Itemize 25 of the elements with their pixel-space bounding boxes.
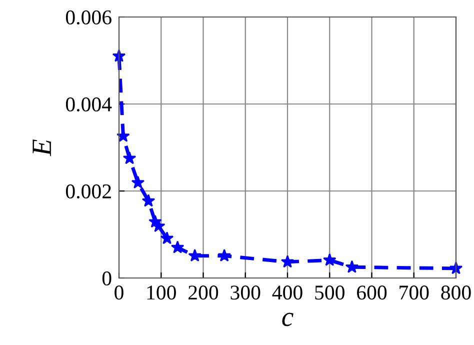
point <box>322 253 336 266</box>
x-tick-label: 800 <box>441 286 471 300</box>
point <box>160 231 174 244</box>
point <box>170 240 184 254</box>
point <box>188 248 202 262</box>
point <box>142 194 156 207</box>
y-tick-label: 0 <box>102 271 112 286</box>
x-tick-label: 400 <box>272 286 302 300</box>
point <box>280 254 294 268</box>
y-tick-label: 0.006 <box>66 10 112 25</box>
x-tick-label: 200 <box>188 286 218 300</box>
x-tick-label: 700 <box>400 286 429 300</box>
x-tick-label: 100 <box>147 286 176 300</box>
point <box>345 260 359 273</box>
point <box>131 176 145 188</box>
y-axis-title: E <box>32 139 51 156</box>
y-tick-label: 0.002 <box>66 184 111 199</box>
point <box>218 248 231 262</box>
x-tick-label: 300 <box>230 286 260 300</box>
x-tick-label: 500 <box>315 286 344 300</box>
point <box>122 151 136 164</box>
x-tick-label: 0 <box>114 286 124 300</box>
x-axis-title: c <box>282 312 294 326</box>
x-tick-label: 600 <box>357 286 387 300</box>
y-tick-label: 0.004 <box>66 97 112 112</box>
